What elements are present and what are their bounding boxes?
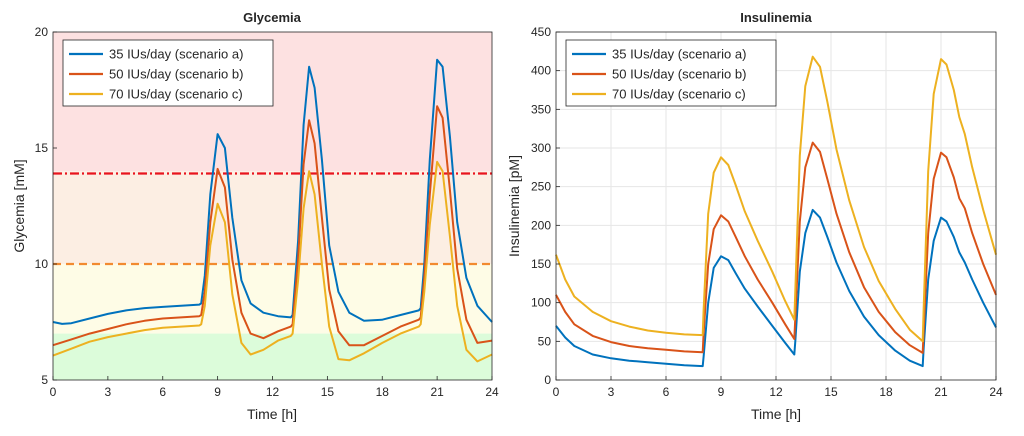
glycemia-x-tick-label-2: 6 bbox=[159, 385, 166, 399]
glycemia-title: Glycemia bbox=[243, 10, 302, 25]
insulinemia-legend-label-b: 50 IUs/day (scenario b) bbox=[612, 67, 746, 82]
glycemia-legend: 35 IUs/day (scenario a) 50 IUs/day (scena… bbox=[62, 39, 274, 107]
insulinemia-series-b-line bbox=[555, 141, 997, 354]
insulinemia-x-tick-label-3: 9 bbox=[718, 385, 725, 399]
insulinemia-y-tick-label-8: 400 bbox=[531, 64, 551, 78]
glycemia-x-tick-label-5: 15 bbox=[321, 385, 335, 399]
insulinemia-x-tick-label-2: 6 bbox=[663, 385, 670, 399]
insulinemia-y-tick-label-9: 450 bbox=[531, 25, 551, 39]
glycemia-x-tick-label-6: 18 bbox=[376, 385, 390, 399]
glycemia-series-a-line bbox=[52, 58, 493, 325]
glycemia-x-tick-label-3: 9 bbox=[214, 385, 221, 399]
glycemia-x-tick-label-4: 12 bbox=[266, 385, 280, 399]
glycemia-legend-label-a: 35 IUs/day (scenario a) bbox=[109, 47, 243, 62]
insulinemia-x-tick-label-0: 0 bbox=[553, 385, 560, 399]
glycemia-y-tick-label-3: 20 bbox=[35, 25, 49, 39]
insulinemia-x-axis-label: Time [h] bbox=[751, 406, 801, 422]
glycemia-x-axis-label: Time [h] bbox=[247, 406, 297, 422]
insulinemia-legend-label-a: 35 IUs/day (scenario a) bbox=[612, 47, 746, 62]
insulinemia-legend-label-c: 70 IUs/day (scenario c) bbox=[612, 87, 746, 102]
glycemia-x-tick-label-8: 24 bbox=[485, 385, 499, 399]
glycemia-x-tick-label-1: 3 bbox=[105, 385, 112, 399]
insulinemia-x-tick-label-5: 15 bbox=[824, 385, 838, 399]
insulinemia-series-a-line bbox=[555, 208, 997, 368]
insulinemia-y-axis-label: Insulinemia [pM] bbox=[506, 155, 522, 257]
glycemia-band-3 bbox=[53, 333, 492, 380]
insulinemia-y-tick-label-1: 50 bbox=[538, 334, 552, 348]
insulinemia-x-tick-label-7: 21 bbox=[934, 385, 948, 399]
glycemia-y-tick-label-0: 5 bbox=[41, 373, 48, 387]
glycemia-y-axis-label: Glycemia [mM] bbox=[11, 159, 27, 252]
insulinemia-y-tick-label-6: 300 bbox=[531, 141, 551, 155]
insulinemia-y-tick-label-5: 250 bbox=[531, 180, 551, 194]
insulinemia-title: Insulinemia bbox=[740, 10, 812, 25]
insulinemia-legend: 35 IUs/day (scenario a) 50 IUs/day (scena… bbox=[565, 39, 777, 107]
insulinemia-y-tick-label-7: 350 bbox=[531, 102, 551, 116]
insulinemia-series-c-line bbox=[555, 55, 997, 343]
glycemia-legend-label-c: 70 IUs/day (scenario c) bbox=[109, 87, 243, 102]
glycemia-x-tick-label-7: 21 bbox=[430, 385, 444, 399]
glycemia-x-tick-label-0: 0 bbox=[50, 385, 57, 399]
insulinemia-panel: Insulinemia Time [h] Insulinemia [pM] 0 3… bbox=[506, 10, 1003, 422]
insulinemia-x-tick-label-8: 24 bbox=[989, 385, 1003, 399]
insulinemia-x-tick-label-4: 12 bbox=[769, 385, 783, 399]
insulinemia-x-tick-label-6: 18 bbox=[879, 385, 893, 399]
glycemia-band-1 bbox=[53, 171, 492, 264]
glycemia-y-tick-label-2: 15 bbox=[35, 141, 49, 155]
glycemia-y-tick-label-1: 10 bbox=[35, 257, 49, 271]
insulinemia-y-tick-label-4: 200 bbox=[531, 218, 551, 232]
glycemia-band-2 bbox=[53, 264, 492, 334]
insulinemia-y-tick-label-0: 0 bbox=[544, 373, 551, 387]
insulinemia-x-tick-label-1: 3 bbox=[608, 385, 615, 399]
insulinemia-y-tick-label-3: 150 bbox=[531, 257, 551, 271]
insulinemia-y-tick-label-2: 100 bbox=[531, 296, 551, 310]
glycemia-series-c-line bbox=[52, 160, 493, 363]
glycemia-panel: Glycemia Time [h] Glycemia [mM] 0 3 6 9 12 15… bbox=[11, 10, 499, 422]
glycemia-series-b-line bbox=[52, 105, 493, 347]
glycemia-legend-label-b: 50 IUs/day (scenario b) bbox=[109, 67, 243, 82]
